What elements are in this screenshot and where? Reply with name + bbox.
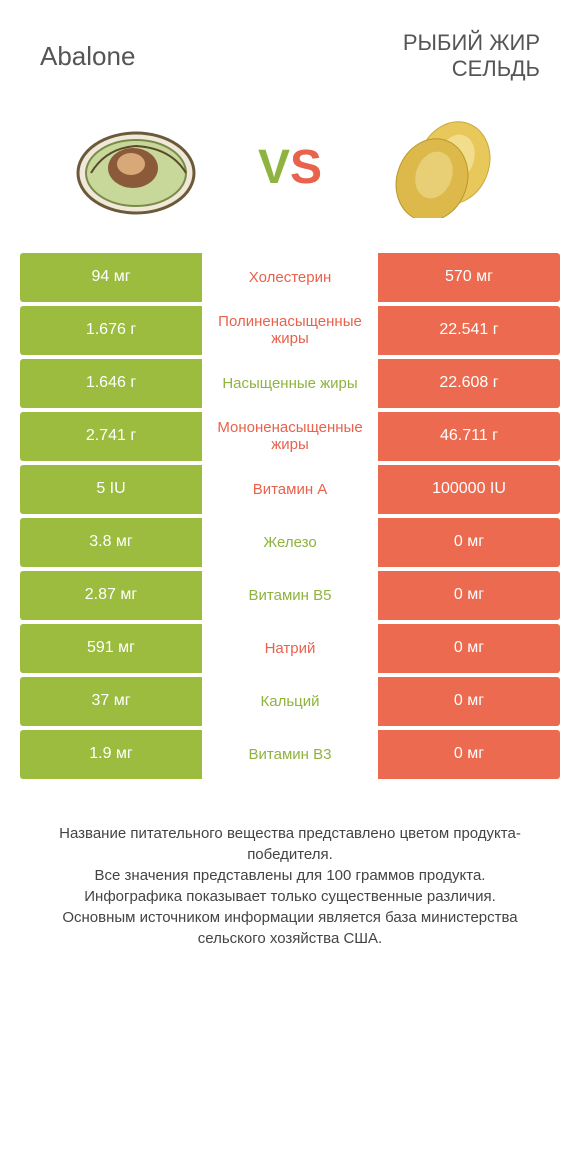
cell-nutrient-name: Насыщенные жиры	[202, 359, 378, 408]
cell-left-value: 3.8 мг	[20, 518, 202, 567]
cell-left-value: 1.676 г	[20, 306, 202, 355]
cell-right-value: 22.608 г	[378, 359, 560, 408]
table-row: 2.87 мгВитамин B50 мг	[20, 571, 560, 620]
table-row: 37 мгКальций0 мг	[20, 677, 560, 726]
cell-nutrient-name: Кальций	[202, 677, 378, 726]
comparison-table: 94 мгХолестерин570 мг1.676 гПолиненасыще…	[20, 253, 560, 779]
cell-nutrient-name: Натрий	[202, 624, 378, 673]
cell-nutrient-name: Холестерин	[202, 253, 378, 302]
cell-right-value: 570 мг	[378, 253, 560, 302]
table-row: 5 IUВитамин A100000 IU	[20, 465, 560, 514]
cell-left-value: 94 мг	[20, 253, 202, 302]
cell-right-value: 0 мг	[378, 677, 560, 726]
table-row: 2.741 гМононенасыщенные жиры46.711 г	[20, 412, 560, 461]
cell-right-value: 0 мг	[378, 730, 560, 779]
cell-left-value: 2.87 мг	[20, 571, 202, 620]
vs-row: VS	[0, 103, 580, 253]
cell-nutrient-name: Витамин B5	[202, 571, 378, 620]
cell-left-value: 591 мг	[20, 624, 202, 673]
cell-right-value: 0 мг	[378, 624, 560, 673]
cell-nutrient-name: Мононенасыщенные жиры	[202, 412, 378, 461]
abalone-image	[66, 113, 206, 223]
cell-right-value: 0 мг	[378, 571, 560, 620]
fishoil-image	[374, 113, 514, 223]
table-row: 591 мгНатрий0 мг	[20, 624, 560, 673]
cell-right-value: 46.711 г	[378, 412, 560, 461]
table-row: 1.676 гПолиненасыщенные жиры22.541 г	[20, 306, 560, 355]
cell-nutrient-name: Витамин A	[202, 465, 378, 514]
cell-left-value: 1.9 мг	[20, 730, 202, 779]
vs-s: S	[290, 140, 322, 195]
table-row: 3.8 мгЖелезо0 мг	[20, 518, 560, 567]
cell-right-value: 0 мг	[378, 518, 560, 567]
table-row: 94 мгХолестерин570 мг	[20, 253, 560, 302]
cell-nutrient-name: Полиненасыщенные жиры	[202, 306, 378, 355]
footer-line: Основным источником информации является …	[30, 907, 550, 949]
cell-right-value: 22.541 г	[378, 306, 560, 355]
header: Abalone РЫБИЙ ЖИР СЕЛЬДЬ	[0, 0, 580, 103]
vs-v: V	[258, 140, 290, 195]
table-row: 1.9 мгВитамин B30 мг	[20, 730, 560, 779]
cell-nutrient-name: Железо	[202, 518, 378, 567]
table-row: 1.646 гНасыщенные жиры22.608 г	[20, 359, 560, 408]
title-left: Abalone	[40, 41, 135, 72]
title-right: РЫБИЙ ЖИР СЕЛЬДЬ	[403, 30, 540, 83]
cell-left-value: 1.646 г	[20, 359, 202, 408]
footer-line: Инфографика показывает только существенн…	[30, 886, 550, 907]
cell-left-value: 2.741 г	[20, 412, 202, 461]
cell-nutrient-name: Витамин B3	[202, 730, 378, 779]
footer-notes: Название питательного вещества представл…	[0, 783, 580, 969]
footer-line: Название питательного вещества представл…	[30, 823, 550, 865]
cell-left-value: 5 IU	[20, 465, 202, 514]
cell-right-value: 100000 IU	[378, 465, 560, 514]
cell-left-value: 37 мг	[20, 677, 202, 726]
vs-label: VS	[258, 140, 322, 195]
footer-line: Все значения представлены для 100 граммо…	[30, 865, 550, 886]
